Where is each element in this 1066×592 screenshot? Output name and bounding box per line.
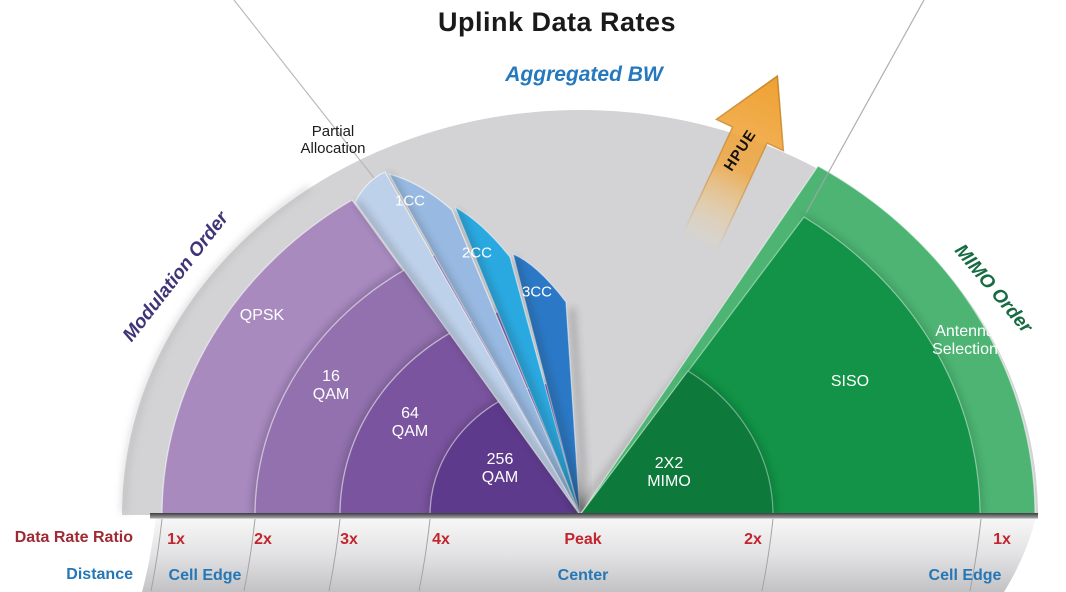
- baseline-strip: [150, 513, 1038, 519]
- hpue-arrow: [681, 74, 785, 252]
- distance-tick-center: Center: [557, 567, 609, 584]
- partial-allocation-label: Partial Allocation: [300, 123, 366, 157]
- rate-tick-peak: Peak: [564, 531, 602, 548]
- shadow-2cc-edge: [512, 257, 588, 517]
- shadow-3cc-edge: [569, 307, 589, 518]
- 1cc-label: 1CC: [394, 192, 426, 210]
- rate-tick-3x: 3x: [340, 531, 358, 548]
- rate-tick-1x-left: 1x: [167, 531, 185, 548]
- axis-bar: [142, 518, 1036, 592]
- axis-bar-separators: [150, 518, 982, 592]
- distance-tick-cell-edge-right: Cell Edge: [928, 567, 1002, 584]
- right-crease-line: [805, 0, 925, 214]
- separator-3x: [328, 518, 341, 592]
- 2x2-mimo-label: 2X2 MIMO: [647, 455, 691, 490]
- rate-tick-4x: 4x: [432, 531, 450, 548]
- qpsk-label: QPSK: [239, 307, 285, 325]
- left-crease-line: [233, 0, 375, 179]
- 2cc-label: 2CC: [461, 244, 493, 262]
- shadow-1cc-edge: [454, 210, 588, 517]
- wedge-2x2-mimo: [578, 370, 774, 516]
- separator-4x: [418, 518, 431, 592]
- rate-tick-2x-left: 2x: [254, 531, 272, 548]
- separator-2x: [243, 518, 256, 592]
- aggregated-bw-label: Aggregated BW: [505, 63, 663, 87]
- shadow-partial-edge: [386, 172, 587, 518]
- data-rate-ratio-label: Data Rate Ratio: [14, 529, 133, 546]
- siso-label: SISO: [830, 373, 870, 391]
- separator-1x-right: [969, 518, 982, 592]
- rate-tick-1x-right: 1x: [993, 531, 1011, 548]
- page-title: Uplink Data Rates: [437, 6, 677, 37]
- separator-1x: [150, 518, 163, 592]
- shadow-qpsk-edge: [354, 200, 588, 519]
- separator-2x-right: [761, 518, 774, 592]
- background-rim-shade: [121, 185, 312, 514]
- 16qam-label: 16 QAM: [312, 368, 350, 403]
- 64qam-label: 64 QAM: [391, 405, 429, 440]
- hpue-arrow-shape: [681, 74, 785, 252]
- rate-tick-2x-right: 2x: [744, 531, 762, 548]
- distance-tick-cell-edge-left: Cell Edge: [168, 567, 242, 584]
- 3cc-label: 3CC: [521, 283, 553, 301]
- antenna-selection-label: Antenna Selection: [932, 323, 998, 358]
- distance-label: Distance: [66, 566, 133, 583]
- 256qam-label: 256 QAM: [481, 451, 519, 486]
